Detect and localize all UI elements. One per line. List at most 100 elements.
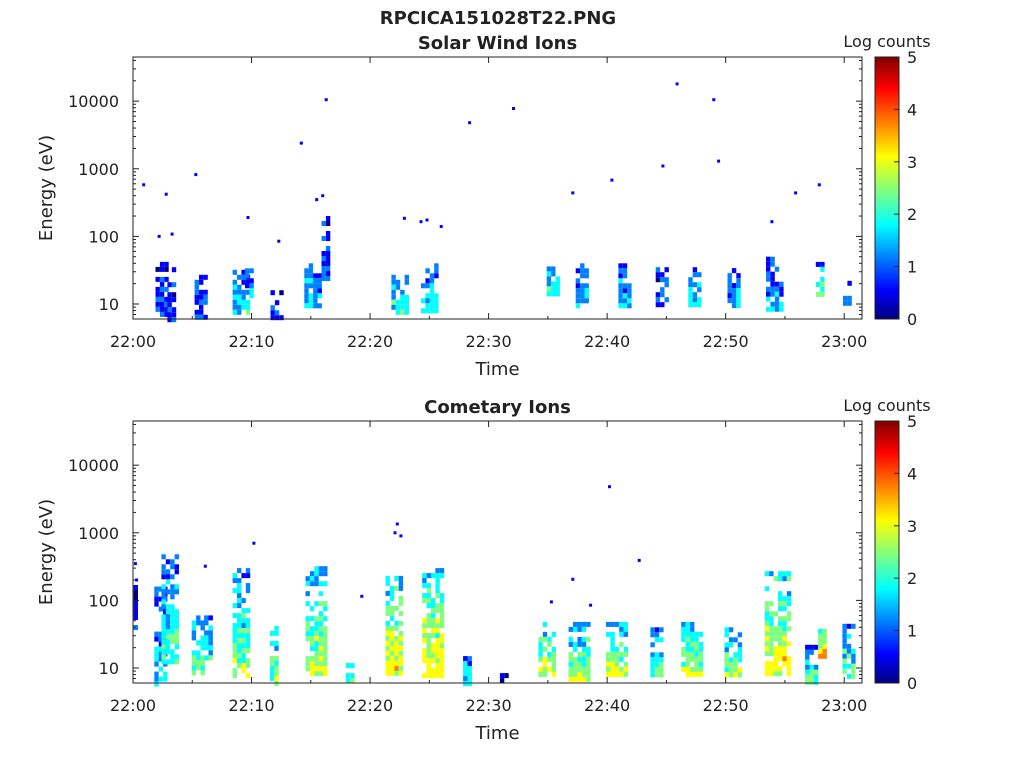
heatmap-cell: [325, 231, 331, 236]
heatmap-cell: [623, 621, 628, 627]
heatmap-cell: [551, 661, 556, 667]
heatmap-cell: [274, 315, 280, 321]
heatmap-cell: [439, 573, 445, 579]
heatmap-cell: [155, 291, 160, 297]
heatmap-cell: [249, 293, 254, 299]
heatmap-cell: [584, 273, 589, 279]
heatmap-cell: [389, 605, 395, 611]
heatmap-cell: [773, 666, 778, 672]
heatmap-cell: [435, 623, 440, 629]
heatmap-cell: [174, 654, 179, 660]
heatmap-cell: [542, 671, 548, 677]
heatmap-cell: [389, 585, 395, 591]
heatmap-cell: [439, 593, 445, 599]
sparse-count-dot: [321, 194, 325, 198]
heatmap-cell: [774, 306, 780, 312]
heatmap-cell: [546, 266, 552, 272]
heatmap-cell: [200, 660, 205, 666]
heatmap-cell: [395, 299, 401, 305]
heatmap-cell: [573, 621, 578, 627]
heatmap-cell: [685, 626, 690, 632]
sparse-count-dot: [637, 558, 641, 562]
heatmap-cell: [614, 621, 620, 627]
heatmap-cell: [681, 666, 686, 672]
heatmap-cell: [623, 646, 628, 652]
heatmap-cell: [542, 621, 548, 627]
heatmap-cell: [426, 573, 431, 579]
heatmap-cell: [769, 616, 774, 622]
heatmap-cell: [241, 668, 246, 674]
heatmap-cell: [325, 276, 331, 281]
heatmap-cell: [237, 613, 242, 619]
heatmap-cell: [610, 656, 615, 662]
colorbar-tick-label: 5: [907, 412, 917, 431]
colorbar: [874, 56, 900, 320]
heatmap-cell: [842, 623, 847, 629]
heatmap-cell: [161, 639, 166, 645]
heatmap-cell: [170, 649, 175, 655]
heatmap-cell: [774, 286, 780, 292]
heatmap-cell: [655, 267, 661, 273]
heatmap-cell: [851, 673, 856, 679]
heatmap-cell: [431, 573, 436, 579]
heatmap-cell: [435, 618, 440, 624]
heatmap-cell: [323, 616, 328, 622]
heatmap-cell: [685, 671, 690, 677]
heatmap-cell: [622, 263, 628, 269]
heatmap-cell: [698, 671, 704, 677]
heatmap-cell: [426, 633, 431, 639]
heatmap-cell: [697, 297, 702, 303]
heatmap-cell: [241, 643, 246, 649]
heatmap-cell: [422, 578, 427, 584]
heatmap-cell: [167, 317, 172, 323]
heatmap-cell: [241, 269, 246, 275]
heatmap-cell: [731, 293, 737, 299]
heatmap-cell: [161, 599, 166, 605]
heatmap-cell: [203, 314, 208, 320]
heatmap-cell: [577, 656, 582, 662]
heatmap-cell: [769, 641, 774, 647]
heatmap-cell: [318, 631, 324, 637]
heatmap-cell: [317, 303, 322, 309]
heatmap-cell: [546, 271, 552, 277]
heatmap-cell: [439, 623, 445, 629]
heatmap-cell: [766, 276, 771, 282]
heatmap-cell: [782, 621, 787, 627]
heatmap-cell: [323, 626, 328, 632]
heatmap-cell: [274, 655, 279, 661]
heatmap-cell: [690, 651, 695, 657]
heatmap-cell: [161, 584, 166, 590]
heatmap-cell: [314, 651, 319, 657]
heatmap-cell: [133, 610, 138, 615]
heatmap-cell: [429, 273, 435, 279]
x-tick-label: 23:00: [821, 332, 867, 351]
heatmap-cell: [431, 673, 436, 679]
heatmap-cell: [809, 674, 814, 680]
heatmap-cell: [269, 630, 275, 636]
heatmap-cell: [547, 641, 552, 647]
y-axis-label: Energy (eV): [36, 499, 57, 605]
heatmap-cell: [163, 611, 168, 617]
heatmap-cell: [435, 608, 440, 614]
heatmap-cell: [400, 309, 405, 315]
heatmap-cell: [159, 276, 165, 282]
heatmap-cell: [422, 633, 427, 639]
colorbar: [874, 420, 900, 684]
heatmap-cell: [586, 621, 591, 627]
heatmap-cell: [698, 631, 704, 637]
heatmap-cell: [398, 650, 404, 656]
heatmap-cell: [778, 631, 783, 637]
sparse-count-dot: [324, 98, 328, 102]
heatmap-cell: [245, 268, 250, 274]
heatmap-cell: [422, 618, 427, 624]
heatmap-cell: [659, 652, 664, 658]
heatmap-cell: [439, 663, 445, 669]
heatmap-cell: [204, 620, 209, 626]
heatmap-cell: [325, 261, 331, 266]
heatmap-cell: [439, 638, 445, 644]
heatmap-cell: [395, 284, 401, 290]
heatmap-cell: [385, 635, 390, 641]
heatmap-cell: [389, 635, 395, 641]
heatmap-cell: [622, 288, 628, 294]
heatmap-cell: [232, 623, 237, 629]
